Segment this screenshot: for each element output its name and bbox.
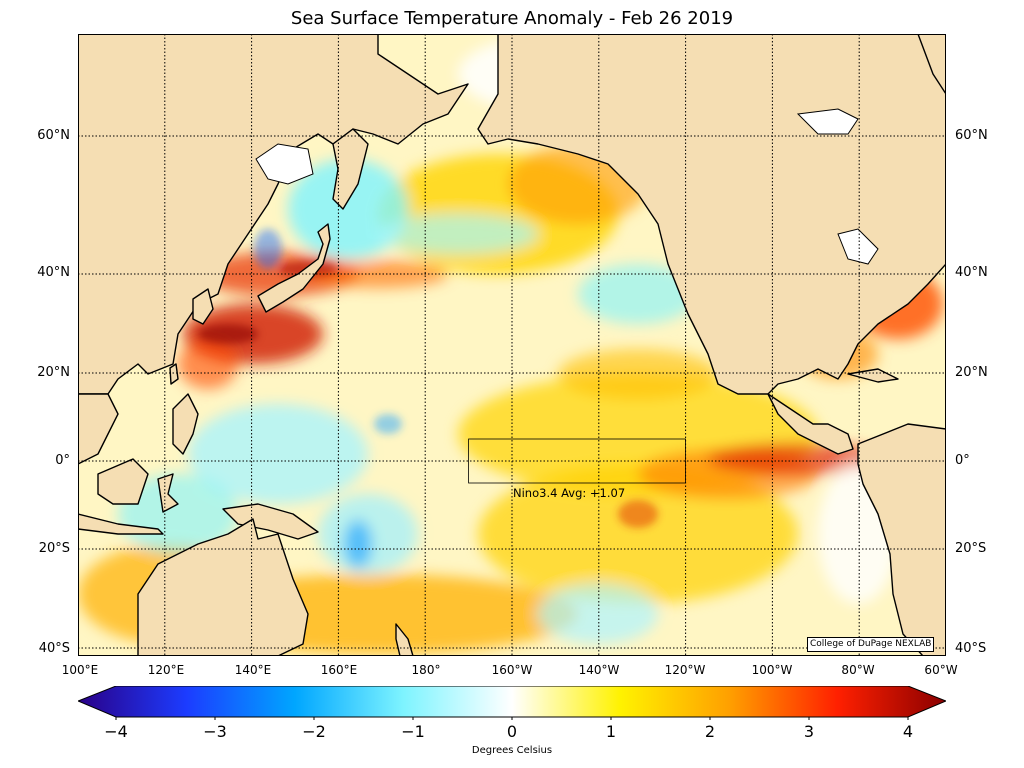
colorbar-tick-label: −1 xyxy=(401,722,425,741)
colorbar-tick-label: 1 xyxy=(605,722,617,741)
lat-label-right: 40°S xyxy=(955,641,987,656)
lat-label-left: 0° xyxy=(55,453,70,468)
lon-label: 120°W xyxy=(664,663,706,677)
lon-label: 120°E xyxy=(147,663,185,677)
lat-label-left: 20°S xyxy=(38,541,70,556)
lat-label-right: 20°S xyxy=(955,541,987,556)
lon-label: 60°W xyxy=(924,663,958,677)
colorbar xyxy=(78,686,946,720)
lat-label-right: 20°N xyxy=(955,365,988,380)
colorbar-label: Degrees Celsius xyxy=(471,745,553,756)
land-japan xyxy=(257,223,331,313)
lat-label-right: 60°N xyxy=(955,128,988,143)
land-greenland xyxy=(917,34,946,95)
land-central-america xyxy=(767,393,854,455)
land-cuba xyxy=(847,368,899,383)
lat-label-left: 60°N xyxy=(37,128,70,143)
map-border xyxy=(78,34,946,656)
lon-label: 100°W xyxy=(751,663,793,677)
land-taiwan xyxy=(169,363,179,385)
colorbar-tick-label: 2 xyxy=(704,722,716,741)
land-kamchatka xyxy=(332,128,369,210)
land-south-america xyxy=(857,423,946,656)
land-korea xyxy=(192,288,214,325)
lon-label: 140°E xyxy=(234,663,272,677)
lon-label: 180° xyxy=(411,663,441,677)
nino34-box xyxy=(468,438,687,484)
sst-anomaly-map xyxy=(78,34,946,656)
colorbar-tick-label: 4 xyxy=(902,722,914,741)
land-indochina xyxy=(78,393,119,465)
lat-label-left: 20°N xyxy=(37,365,70,380)
colorbar-tick-label: −2 xyxy=(302,722,326,741)
credit-label: College of DuPage NEXLAB xyxy=(807,637,935,652)
nino34-average-label: Nino3.4 Avg: +1.07 xyxy=(513,486,626,500)
land-java xyxy=(78,513,164,535)
land-borneo xyxy=(97,458,149,505)
lon-label: 100°E xyxy=(61,663,99,677)
colorbar-tick-label: −3 xyxy=(203,722,227,741)
lon-label: 80°W xyxy=(841,663,875,677)
land-sulawesi xyxy=(157,473,179,513)
colorbar-tick-label: 3 xyxy=(803,722,815,741)
lat-label-right: 0° xyxy=(955,453,970,468)
graticule xyxy=(78,34,946,656)
lat-label-right: 40°N xyxy=(955,265,988,280)
ice-areas xyxy=(255,108,879,265)
map-title: Sea Surface Temperature Anomaly - Feb 26… xyxy=(290,8,734,29)
lat-label-left: 40°S xyxy=(38,641,70,656)
lon-label: 160°E xyxy=(320,663,358,677)
land-australia xyxy=(137,518,309,656)
colorbar-tick-label: −4 xyxy=(104,722,128,741)
lon-label: 140°W xyxy=(578,663,620,677)
colorbar-body xyxy=(78,686,946,718)
lat-label-left: 40°N xyxy=(37,265,70,280)
colorbar-tick-label: 0 xyxy=(506,722,518,741)
lon-label: 160°W xyxy=(491,663,533,677)
land-philippines xyxy=(172,393,199,455)
